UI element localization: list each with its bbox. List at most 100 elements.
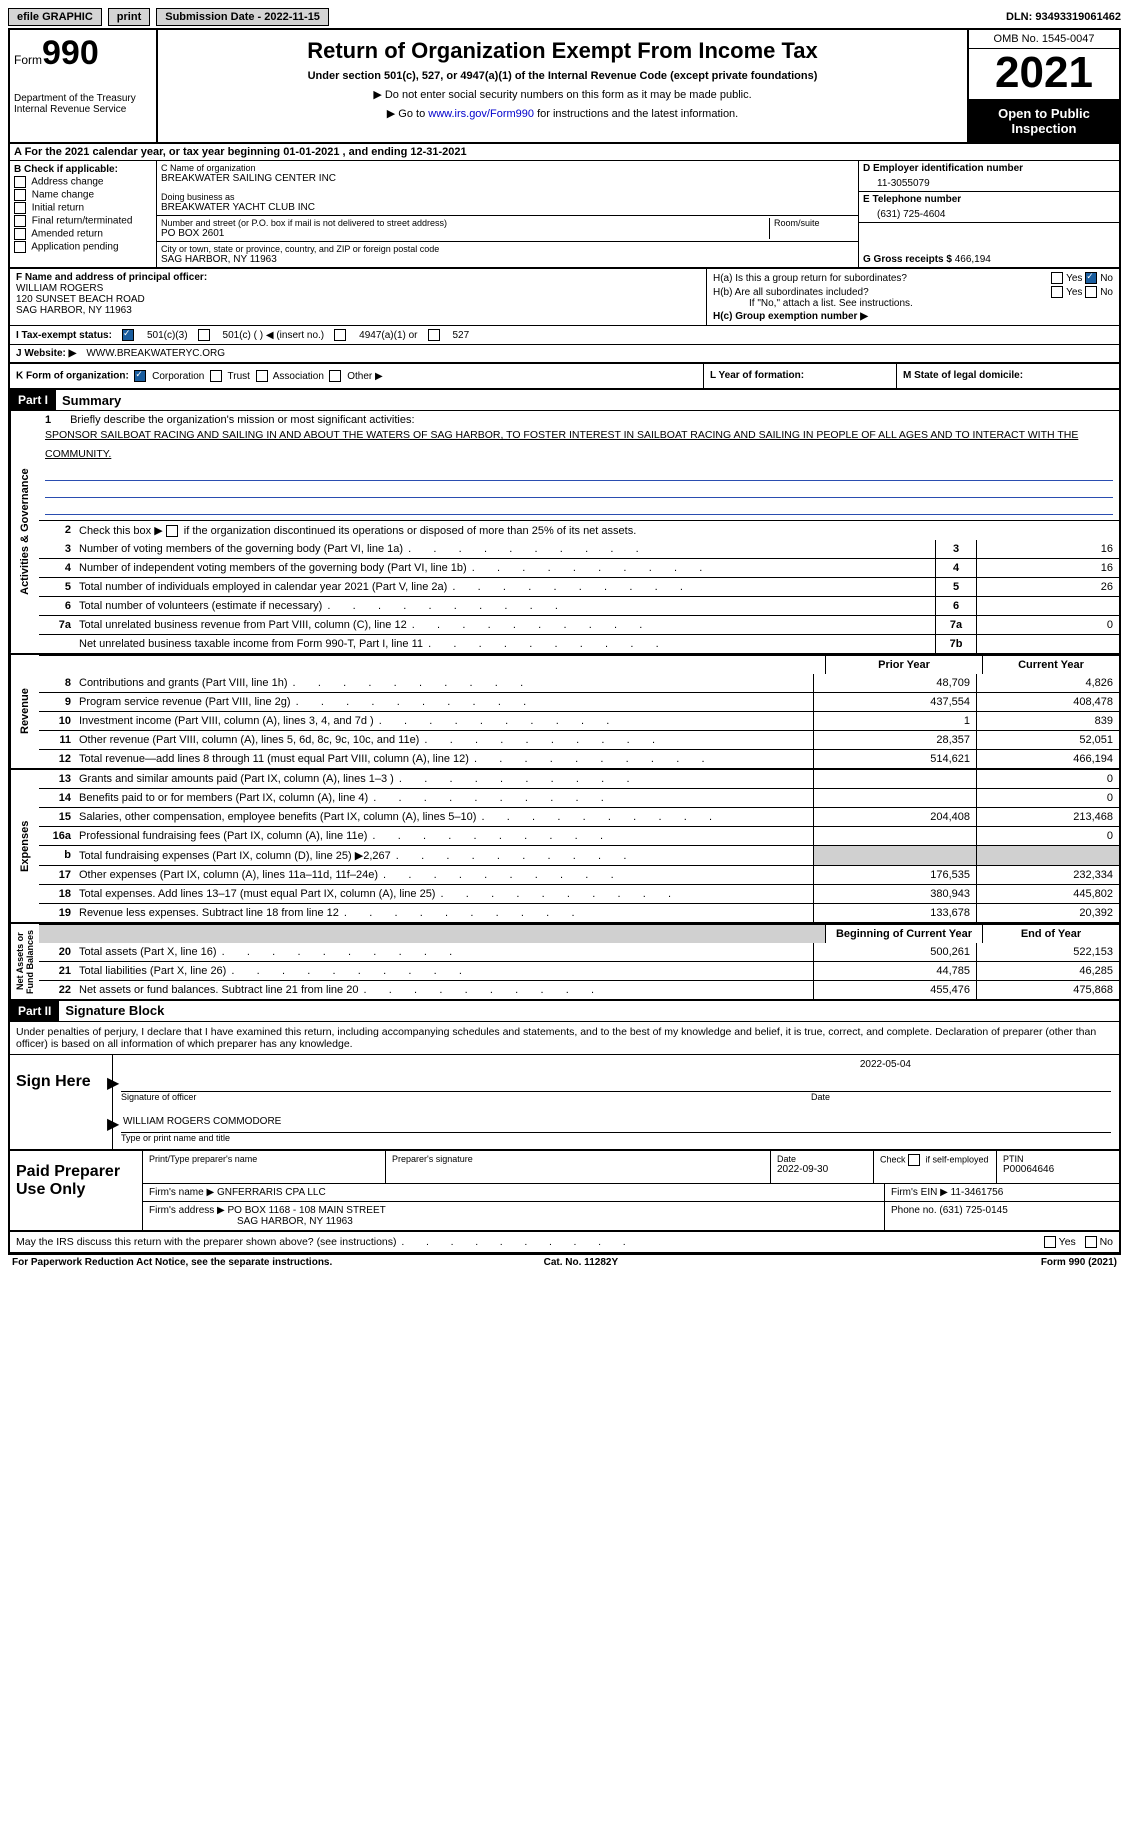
line-5-desc: Total number of individuals employed in … (75, 578, 935, 596)
line-20-current: 522,153 (976, 943, 1119, 961)
tax-year: 2021 (969, 49, 1119, 100)
irs-link[interactable]: www.irs.gov/Form990 (428, 108, 534, 120)
line-3-value: 16 (976, 540, 1119, 558)
hc-label: H(c) Group exemption number ▶ (713, 311, 1113, 322)
mission-text: SPONSOR SAILBOAT RACING AND SAILING IN A… (45, 429, 1078, 460)
line-19-prior: 133,678 (813, 904, 976, 922)
line-3-desc: Number of voting members of the governin… (75, 540, 935, 558)
vtab-netassets: Net Assets or Fund Balances (10, 924, 39, 999)
i-527-checkbox[interactable] (428, 329, 440, 341)
line-17-prior: 176,535 (813, 866, 976, 884)
hb-label: H(b) Are all subordinates included? (713, 287, 1051, 298)
e-label: E Telephone number (863, 194, 1115, 205)
line-4-value: 16 (976, 559, 1119, 577)
line-14-prior (813, 789, 976, 807)
k-opt-1-checkbox[interactable] (210, 370, 222, 382)
j-label: J Website: ▶ (16, 348, 76, 359)
b-opt-4-checkbox[interactable] (14, 228, 26, 240)
paperwork-notice: For Paperwork Reduction Act Notice, see … (12, 1257, 332, 1268)
line-18-prior: 380,943 (813, 885, 976, 903)
dept-label: Department of the Treasury Internal Reve… (14, 93, 152, 115)
line-10-prior: 1 (813, 712, 976, 730)
line-15-desc: Salaries, other compensation, employee b… (75, 808, 813, 826)
hdr-current-year: Current Year (982, 656, 1119, 674)
k-opt-2-checkbox[interactable] (256, 370, 268, 382)
line-11-current: 52,051 (976, 731, 1119, 749)
f-addr1: 120 SUNSET BEACH ROAD (16, 294, 700, 305)
efile-label: efile GRAPHIC (8, 8, 102, 26)
discuss-yes-checkbox[interactable] (1044, 1236, 1056, 1248)
omb-number: OMB No. 1545-0047 (969, 30, 1119, 49)
i-501c-checkbox[interactable] (198, 329, 210, 341)
line-17-current: 232,334 (976, 866, 1119, 884)
c-city-value: SAG HARBOR, NY 11963 (161, 254, 854, 265)
b-opt-3-checkbox[interactable] (14, 215, 26, 227)
b-opt-1-checkbox[interactable] (14, 189, 26, 201)
firm-phone: (631) 725-0145 (939, 1205, 1007, 1216)
line-18-desc: Total expenses. Add lines 13–17 (must eq… (75, 885, 813, 903)
line-10-current: 839 (976, 712, 1119, 730)
vtab-activities: Activities & Governance (10, 411, 39, 653)
line-b-desc: Total fundraising expenses (Part IX, col… (75, 846, 813, 865)
hdr-prior-year: Prior Year (825, 656, 982, 674)
hb-yes-checkbox[interactable] (1051, 286, 1063, 298)
i-501c3-checkbox[interactable] (122, 329, 134, 341)
line-7b-value (976, 635, 1119, 653)
line-20-prior: 500,261 (813, 943, 976, 961)
hdr-boy: Beginning of Current Year (825, 925, 982, 943)
firm-name: GNFERRARIS CPA LLC (217, 1187, 326, 1198)
b-opt-0-checkbox[interactable] (14, 176, 26, 188)
line-8-desc: Contributions and grants (Part VIII, lin… (75, 674, 813, 692)
line2-checkbox[interactable] (166, 525, 178, 537)
f-label: F Name and address of principal officer: (16, 272, 700, 283)
print-button[interactable]: print (108, 8, 150, 26)
hb-no-checkbox[interactable] (1085, 286, 1097, 298)
d-value: 11-3055079 (863, 174, 1115, 189)
cat-no: Cat. No. 11282Y (544, 1257, 618, 1268)
c-room-label: Room/suite (774, 218, 854, 228)
prep-date: 2022-09-30 (777, 1164, 867, 1175)
discuss-no-checkbox[interactable] (1085, 1236, 1097, 1248)
line-22-current: 475,868 (976, 981, 1119, 999)
k-opt-0-checkbox[interactable] (134, 370, 146, 382)
mission-label: Briefly describe the organization's miss… (70, 414, 414, 426)
sign-here-label: Sign Here (10, 1055, 113, 1149)
k-opt-3-checkbox[interactable] (329, 370, 341, 382)
line-15-current: 213,468 (976, 808, 1119, 826)
g-label: G Gross receipts $ (863, 254, 952, 265)
form-title: Return of Organization Exempt From Incom… (164, 38, 961, 64)
firm-ein: 11-3461756 (951, 1187, 1004, 1198)
firm-addr1: PO BOX 1168 - 108 MAIN STREET (228, 1205, 386, 1216)
line-15-prior: 204,408 (813, 808, 976, 826)
line-13-current: 0 (976, 770, 1119, 788)
ha-yes-checkbox[interactable] (1051, 272, 1063, 284)
prep-ptin: P00064646 (1003, 1164, 1113, 1175)
line-13-prior (813, 770, 976, 788)
line-22-desc: Net assets or fund balances. Subtract li… (75, 981, 813, 999)
i-label: I Tax-exempt status: (16, 330, 112, 341)
line-19-current: 20,392 (976, 904, 1119, 922)
ha-no-checkbox[interactable] (1085, 272, 1097, 284)
hdr-eoy: End of Year (982, 925, 1119, 943)
line-16a-current: 0 (976, 827, 1119, 845)
f-name: WILLIAM ROGERS (16, 283, 700, 294)
i-4947-checkbox[interactable] (334, 329, 346, 341)
m-label: M State of legal domicile: (897, 364, 1119, 388)
section-b: B Check if applicable: Address change Na… (10, 161, 157, 267)
line-7b-desc: Net unrelated business taxable income fr… (75, 635, 935, 653)
b-opt-2-checkbox[interactable] (14, 202, 26, 214)
firm-name-label: Firm's name ▶ (149, 1187, 214, 1198)
sig-date-label: Date (811, 1092, 1111, 1102)
self-employed-checkbox[interactable] (908, 1154, 920, 1166)
line-12-desc: Total revenue—add lines 8 through 11 (mu… (75, 750, 813, 768)
line-18-current: 445,802 (976, 885, 1119, 903)
b-opt-5-checkbox[interactable] (14, 241, 26, 253)
prep-date-label: Date (777, 1154, 867, 1164)
sig-arrow-icon: ▶ (107, 1073, 119, 1093)
line-14-desc: Benefits paid to or for members (Part IX… (75, 789, 813, 807)
form-number: Form990 (14, 34, 152, 73)
firm-addr-label: Firm's address ▶ (149, 1205, 225, 1216)
declaration-text: Under penalties of perjury, I declare th… (10, 1022, 1119, 1055)
e-value: (631) 725-4604 (863, 205, 1115, 220)
sig-name-label: Type or print name and title (121, 1133, 1111, 1143)
